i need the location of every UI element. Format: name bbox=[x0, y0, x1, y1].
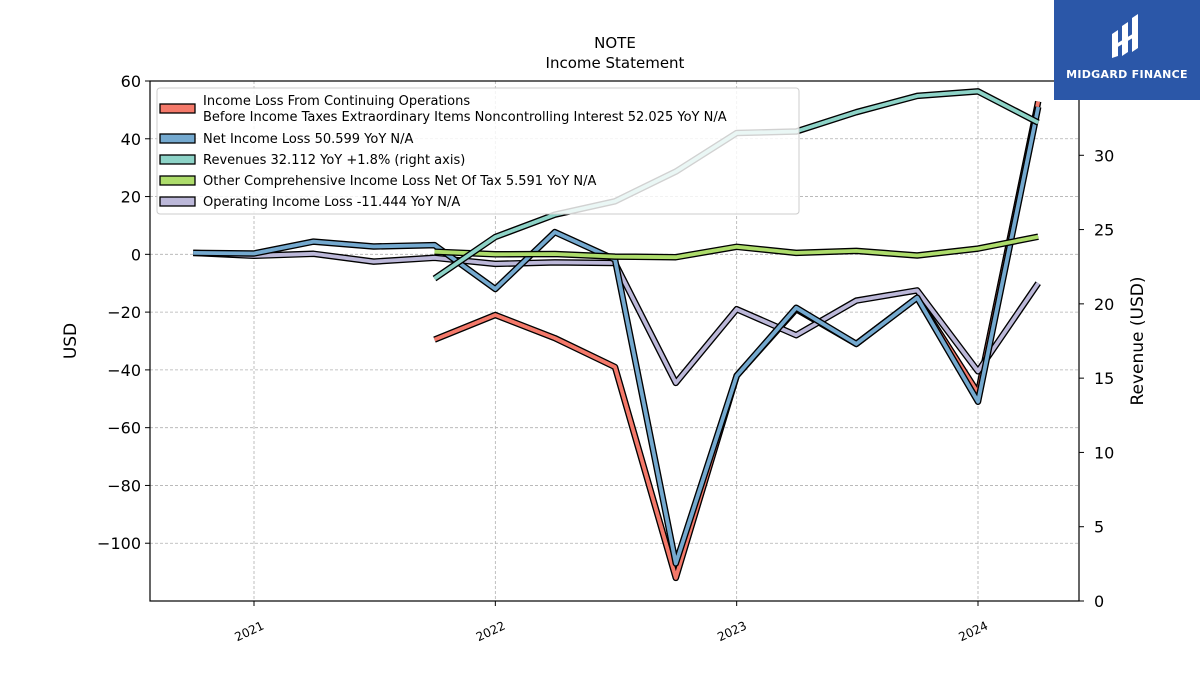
series-line-3 bbox=[434, 234, 1039, 260]
legend-label: Other Comprehensive Income Loss Net Of T… bbox=[203, 174, 597, 189]
y-tick-label: −100 bbox=[97, 534, 141, 553]
logo-text: MIDGARD FINANCE bbox=[1066, 68, 1188, 81]
x-axis: 2021 2022 2023 2024 bbox=[233, 601, 991, 645]
logo: MIDGARD FINANCE bbox=[1054, 0, 1200, 100]
y-axis-left: 60 40 20 0 −20 −40 −60 −80 −100 bbox=[97, 72, 150, 553]
y-right-tick-label: 25 bbox=[1094, 221, 1114, 240]
y-tick-label: −40 bbox=[107, 361, 141, 380]
y-tick-label: −20 bbox=[107, 303, 141, 322]
plot-frame bbox=[149, 80, 1080, 602]
legend-swatch bbox=[159, 196, 196, 207]
legend-swatch bbox=[159, 175, 196, 186]
legend-swatch bbox=[159, 154, 196, 165]
y-right-tick-label: 20 bbox=[1094, 295, 1114, 314]
y-axis-right-label: Revenue (USD) bbox=[1128, 276, 1148, 405]
legend-label: Income Loss From Continuing Operations Be… bbox=[203, 94, 727, 125]
legend-box bbox=[156, 87, 800, 215]
legend-swatch bbox=[159, 103, 196, 114]
y-right-tick-label: 15 bbox=[1094, 369, 1114, 388]
y-tick-label: −80 bbox=[107, 476, 141, 495]
y-right-tick-label: 10 bbox=[1094, 443, 1114, 462]
legend: Income Loss From Continuing Operations Be… bbox=[156, 87, 800, 215]
legend-label: Operating Income Loss -11.444 YoY N/A bbox=[203, 195, 460, 210]
x-tick-label: 2024 bbox=[957, 619, 991, 645]
x-tick-label: 2023 bbox=[715, 619, 749, 645]
legend-label: Net Income Loss 50.599 YoY N/A bbox=[203, 132, 414, 147]
y-tick-label: 20 bbox=[121, 188, 141, 207]
x-tick-label: 2021 bbox=[233, 619, 267, 645]
y-tick-label: 0 bbox=[131, 245, 141, 264]
x-tick-label: 2022 bbox=[474, 619, 508, 645]
y-tick-label: −60 bbox=[107, 419, 141, 438]
legend-label: Revenues 32.112 YoY +1.8% (right axis) bbox=[203, 153, 465, 168]
legend-swatch bbox=[159, 133, 196, 144]
y-right-tick-label: 0 bbox=[1094, 592, 1104, 611]
chart-subtitle: Income Statement bbox=[546, 54, 685, 72]
y-right-tick-label: 30 bbox=[1094, 146, 1114, 165]
y-right-tick-label: 5 bbox=[1094, 518, 1104, 537]
y-tick-label: 40 bbox=[121, 130, 141, 149]
chart-title: NOTE bbox=[594, 34, 636, 52]
y-axis-label: USD bbox=[61, 323, 81, 359]
y-tick-label: 60 bbox=[121, 72, 141, 91]
y-axis-right: 30 25 20 15 10 5 0 bbox=[1079, 146, 1114, 611]
logo-mark-icon bbox=[1112, 14, 1138, 58]
